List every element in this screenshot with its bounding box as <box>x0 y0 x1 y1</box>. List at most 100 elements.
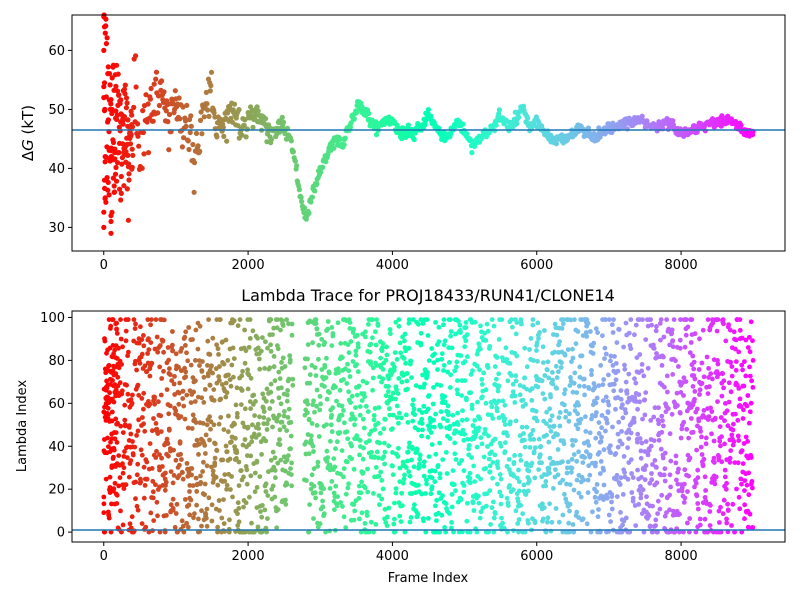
lambda-point <box>357 404 363 409</box>
lambda-point <box>120 522 126 528</box>
lambda-point <box>337 387 343 393</box>
lambda-point <box>326 369 332 375</box>
lambda-point <box>248 473 254 479</box>
lambda-point <box>724 520 730 526</box>
lambda-point <box>405 458 410 464</box>
lambda-point <box>583 414 588 420</box>
lambda-point <box>113 321 119 327</box>
lambda-point <box>448 329 454 334</box>
lambda-point <box>352 334 358 339</box>
lambda-point <box>581 383 587 389</box>
lambda-point <box>722 410 728 416</box>
lambda-point <box>445 369 451 375</box>
lambda-point <box>680 493 686 499</box>
lambda-point <box>162 487 168 493</box>
lambda-point <box>176 452 181 458</box>
dg-point <box>191 189 197 195</box>
lambda-point <box>397 465 403 471</box>
lambda-point <box>457 495 463 501</box>
lambda-point <box>176 401 182 407</box>
lambda-point <box>707 523 713 528</box>
lambda-point <box>220 360 225 365</box>
lambda-point <box>204 523 210 529</box>
lambda-point <box>140 415 145 420</box>
lambda-point <box>318 506 324 512</box>
lambda-point <box>425 333 431 338</box>
lambda-point <box>697 379 702 385</box>
lambda-point <box>376 405 382 410</box>
lambda-point <box>599 413 605 418</box>
lambda-point <box>227 517 232 523</box>
lambda-point <box>429 486 434 492</box>
dg-point <box>273 133 279 140</box>
lambda-point <box>439 356 445 362</box>
lambda-point <box>709 409 715 414</box>
lambda-point <box>462 344 468 350</box>
lambda-point <box>257 366 263 372</box>
lambda-point <box>445 403 451 409</box>
lambda-point <box>406 317 412 322</box>
lambda-point <box>142 428 148 434</box>
lambda-point <box>590 509 595 515</box>
lambda-point <box>136 336 142 341</box>
lambda-point <box>242 327 248 333</box>
lambda-point <box>724 457 730 463</box>
lambda-point <box>399 371 405 377</box>
lambda-point <box>423 491 428 496</box>
lambda-point <box>368 454 374 460</box>
lambda-point <box>196 452 201 457</box>
lambda-point <box>531 437 537 442</box>
lambda-point <box>688 416 694 421</box>
lambda-point <box>192 443 198 448</box>
lambda-point <box>518 458 524 463</box>
lambda-point <box>652 482 658 488</box>
lambda-point <box>330 385 336 391</box>
lambda-point <box>498 476 504 482</box>
lambda-point <box>607 382 613 388</box>
lambda-point <box>449 525 454 531</box>
lambda-point <box>658 317 664 322</box>
lambda-point <box>636 476 641 482</box>
lambda-point <box>739 481 744 487</box>
lambda-point <box>435 367 440 372</box>
lambda-point <box>548 392 553 397</box>
lambda-point <box>108 326 113 331</box>
lambda-point <box>645 317 650 322</box>
lambda-point <box>201 400 207 405</box>
lambda-point <box>624 332 630 338</box>
lambda-point <box>747 373 753 379</box>
dg-point <box>297 194 303 200</box>
dg-point <box>151 81 157 87</box>
lambda-point <box>542 328 547 333</box>
lambda-point <box>281 391 287 397</box>
lambda-point <box>392 350 398 355</box>
lambda-point <box>309 421 315 426</box>
lambda-point <box>355 341 361 347</box>
lambda-point <box>547 406 553 412</box>
lambda-point <box>345 485 351 491</box>
lambda-point <box>343 459 349 464</box>
lambda-point <box>437 422 443 428</box>
lambda-point <box>209 464 214 470</box>
lambda-point <box>407 440 412 446</box>
lambda-point <box>134 503 140 509</box>
lambda-point <box>109 436 115 441</box>
lambda-point <box>193 327 199 333</box>
lambda-point <box>701 408 707 413</box>
lambda-point <box>164 387 170 392</box>
lambda-point <box>386 505 392 511</box>
lambda-point <box>284 317 289 322</box>
lambda-point <box>558 438 564 443</box>
lambda-point <box>402 345 408 350</box>
lambda-point <box>595 514 601 520</box>
lambda-point <box>603 415 609 421</box>
lambda-point <box>640 487 646 493</box>
lambda-point <box>266 391 271 396</box>
lambda-point <box>659 363 665 368</box>
lambda-point <box>221 521 227 526</box>
dg-point <box>315 168 322 174</box>
lambda-point <box>340 504 345 509</box>
lambda-point <box>608 358 613 364</box>
lambda-point <box>444 408 449 414</box>
lambda-point <box>166 411 172 417</box>
